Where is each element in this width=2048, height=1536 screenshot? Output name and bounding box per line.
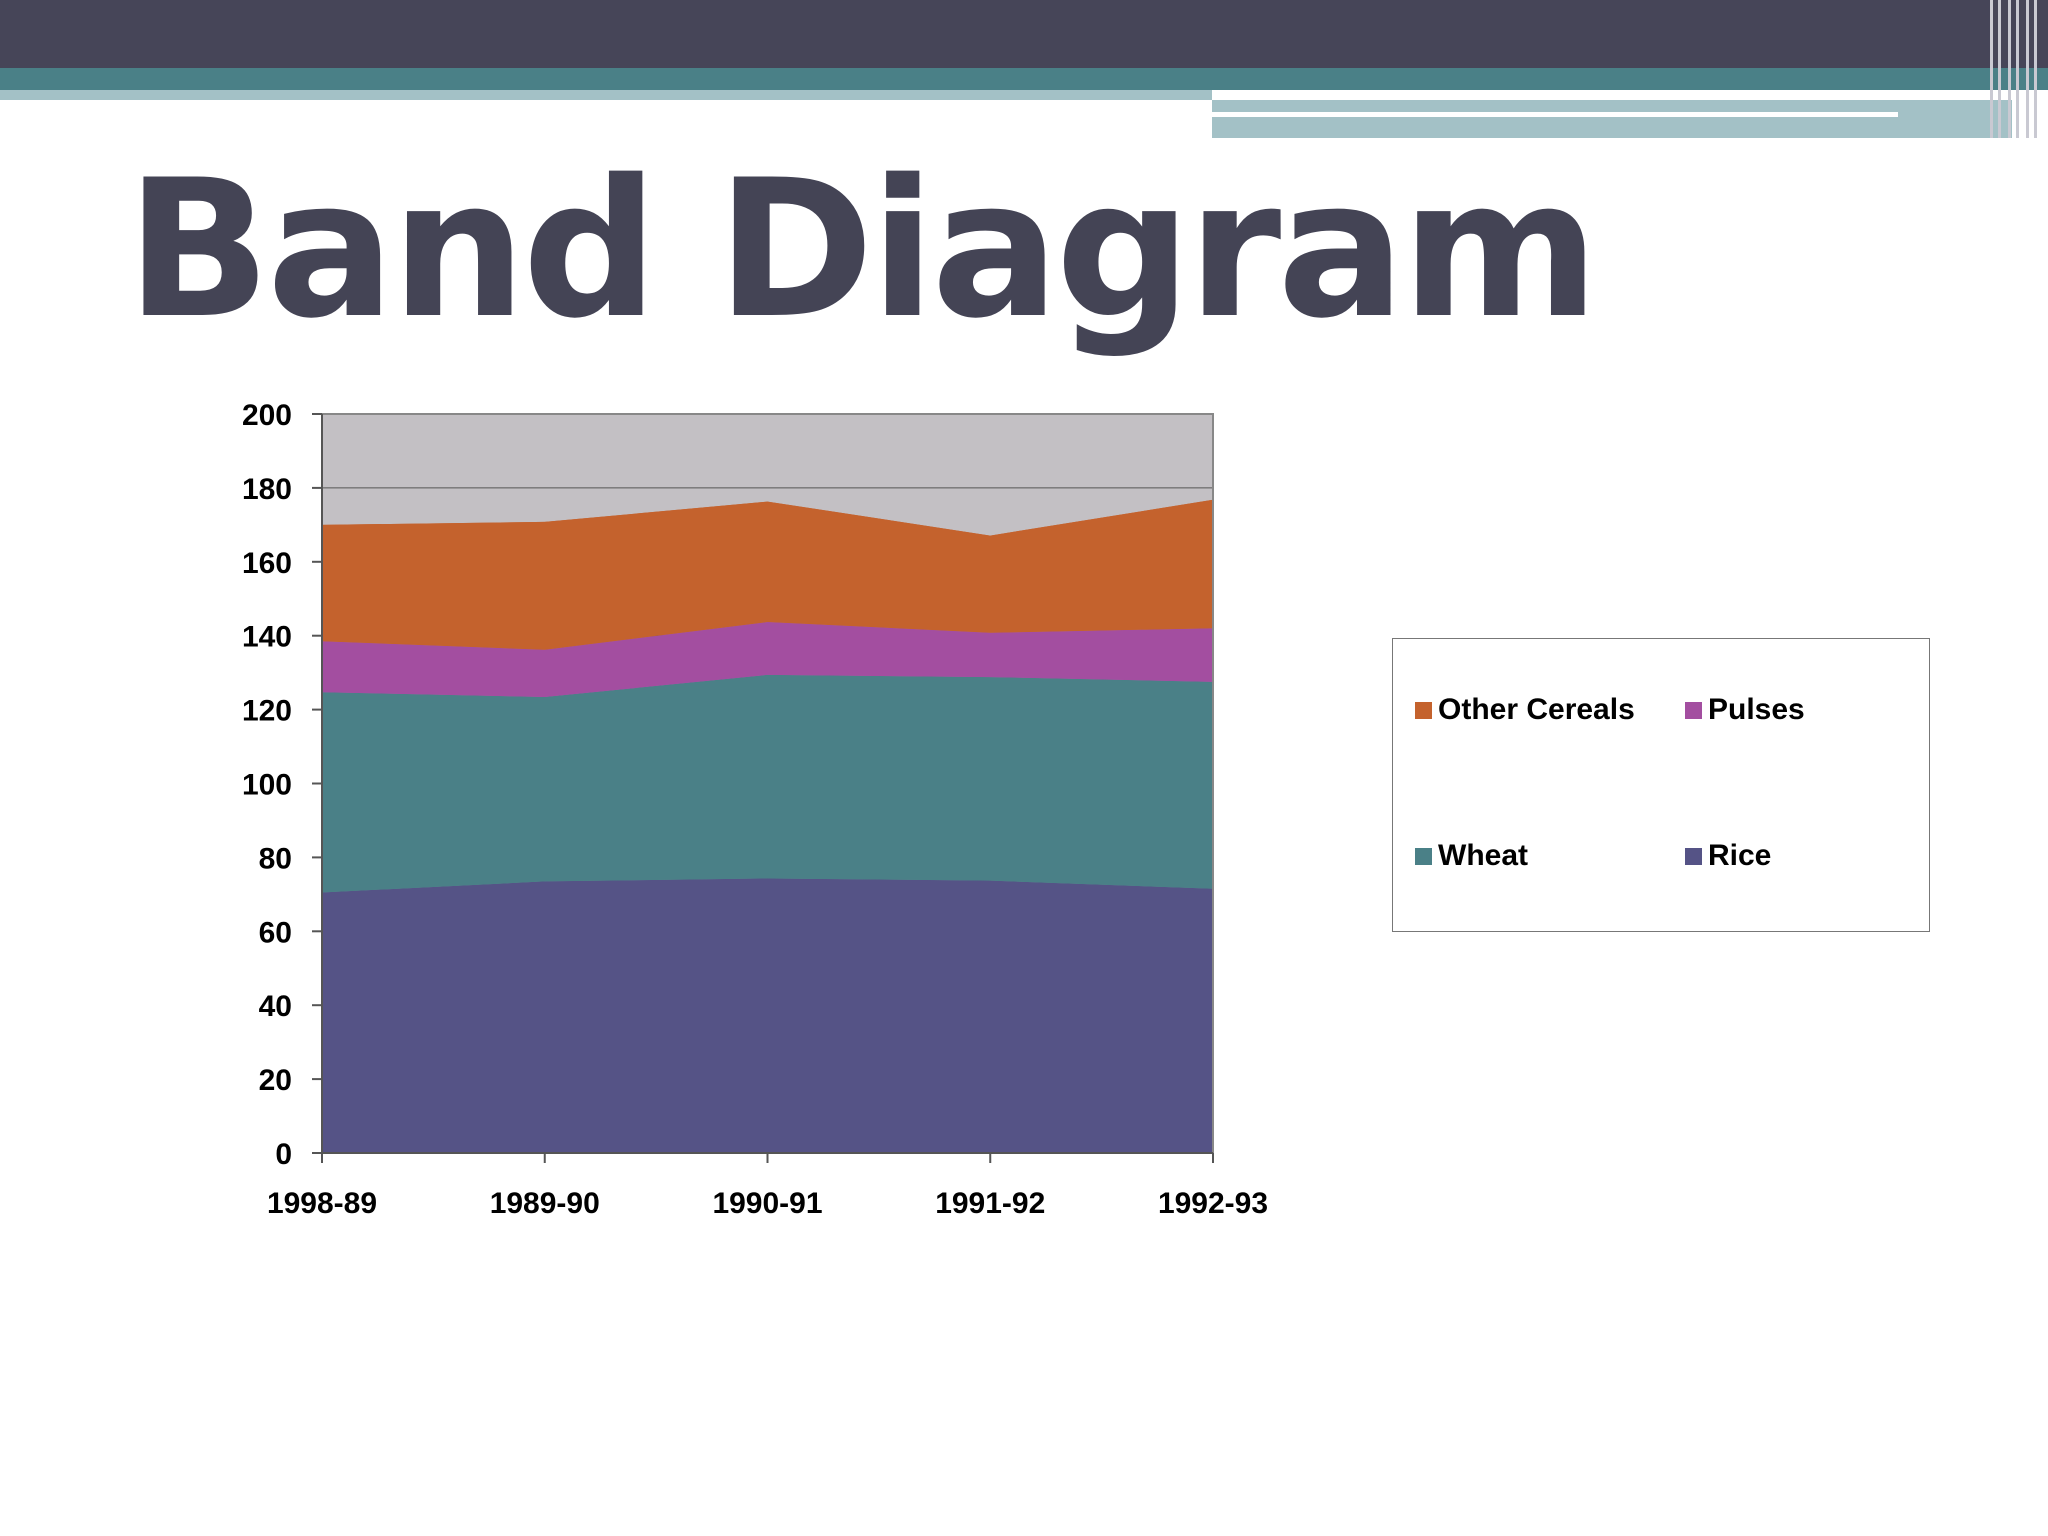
header-stripe [1998, 0, 2001, 138]
slide-title: Band Diagram [126, 139, 1599, 360]
header-stripe [2034, 0, 2037, 138]
y-tick-label: 200 [242, 399, 292, 432]
header-stripe [1990, 0, 1993, 138]
x-tick-label: 1989-90 [490, 1187, 600, 1220]
legend-swatch-pulses [1685, 701, 1702, 719]
x-tick-label: 1991-92 [935, 1187, 1045, 1220]
y-tick-label: 120 [242, 695, 292, 728]
legend-item-pulses: Pulses [1685, 693, 1805, 727]
band-wheat-overlay [322, 674, 1213, 893]
x-tick-label: 1990-91 [712, 1187, 822, 1220]
header-stripe [2026, 0, 2029, 138]
legend-swatch-rice [1685, 847, 1702, 865]
legend-swatch-wheat [1415, 847, 1432, 865]
header-divider-line [1212, 112, 1898, 117]
legend-label: Other Cereals [1438, 693, 1635, 726]
band-rice-overlay [322, 878, 1213, 1153]
y-tick-label: 0 [275, 1138, 292, 1171]
header-stripe [2016, 0, 2019, 138]
header-bar [0, 0, 2048, 68]
legend-label: Wheat [1438, 839, 1528, 872]
header-light-band-left [0, 90, 1212, 100]
y-tick-label: 80 [259, 842, 292, 875]
y-tick-label: 140 [242, 621, 292, 654]
y-tick-label: 180 [242, 473, 292, 506]
legend-item-other-cereals: Other Cereals [1415, 693, 1635, 727]
legend-swatch-other-cereals [1415, 701, 1432, 719]
y-tick-label: 20 [259, 1064, 292, 1097]
band-pulses-overlay [322, 622, 1213, 698]
legend-label: Pulses [1708, 693, 1805, 726]
y-tick-label: 100 [242, 769, 292, 802]
y-tick-label: 160 [242, 547, 292, 580]
header-stripe [2008, 0, 2011, 138]
header-accent-band [0, 68, 2048, 90]
y-tick-label: 40 [259, 990, 292, 1023]
band-other-cereals-overlay [322, 499, 1213, 650]
header-light-band-right [1212, 100, 2012, 138]
legend-item-wheat: Wheat [1415, 839, 1528, 873]
x-tick-label: 1998-89 [267, 1187, 377, 1220]
legend-label: Rice [1708, 839, 1772, 872]
x-tick-label: 1992-93 [1158, 1187, 1268, 1220]
legend-item-rice: Rice [1685, 839, 1771, 873]
chart-legend: Other Cereals Pulses Wheat Rice [1392, 638, 1930, 932]
y-tick-label: 60 [259, 916, 292, 949]
